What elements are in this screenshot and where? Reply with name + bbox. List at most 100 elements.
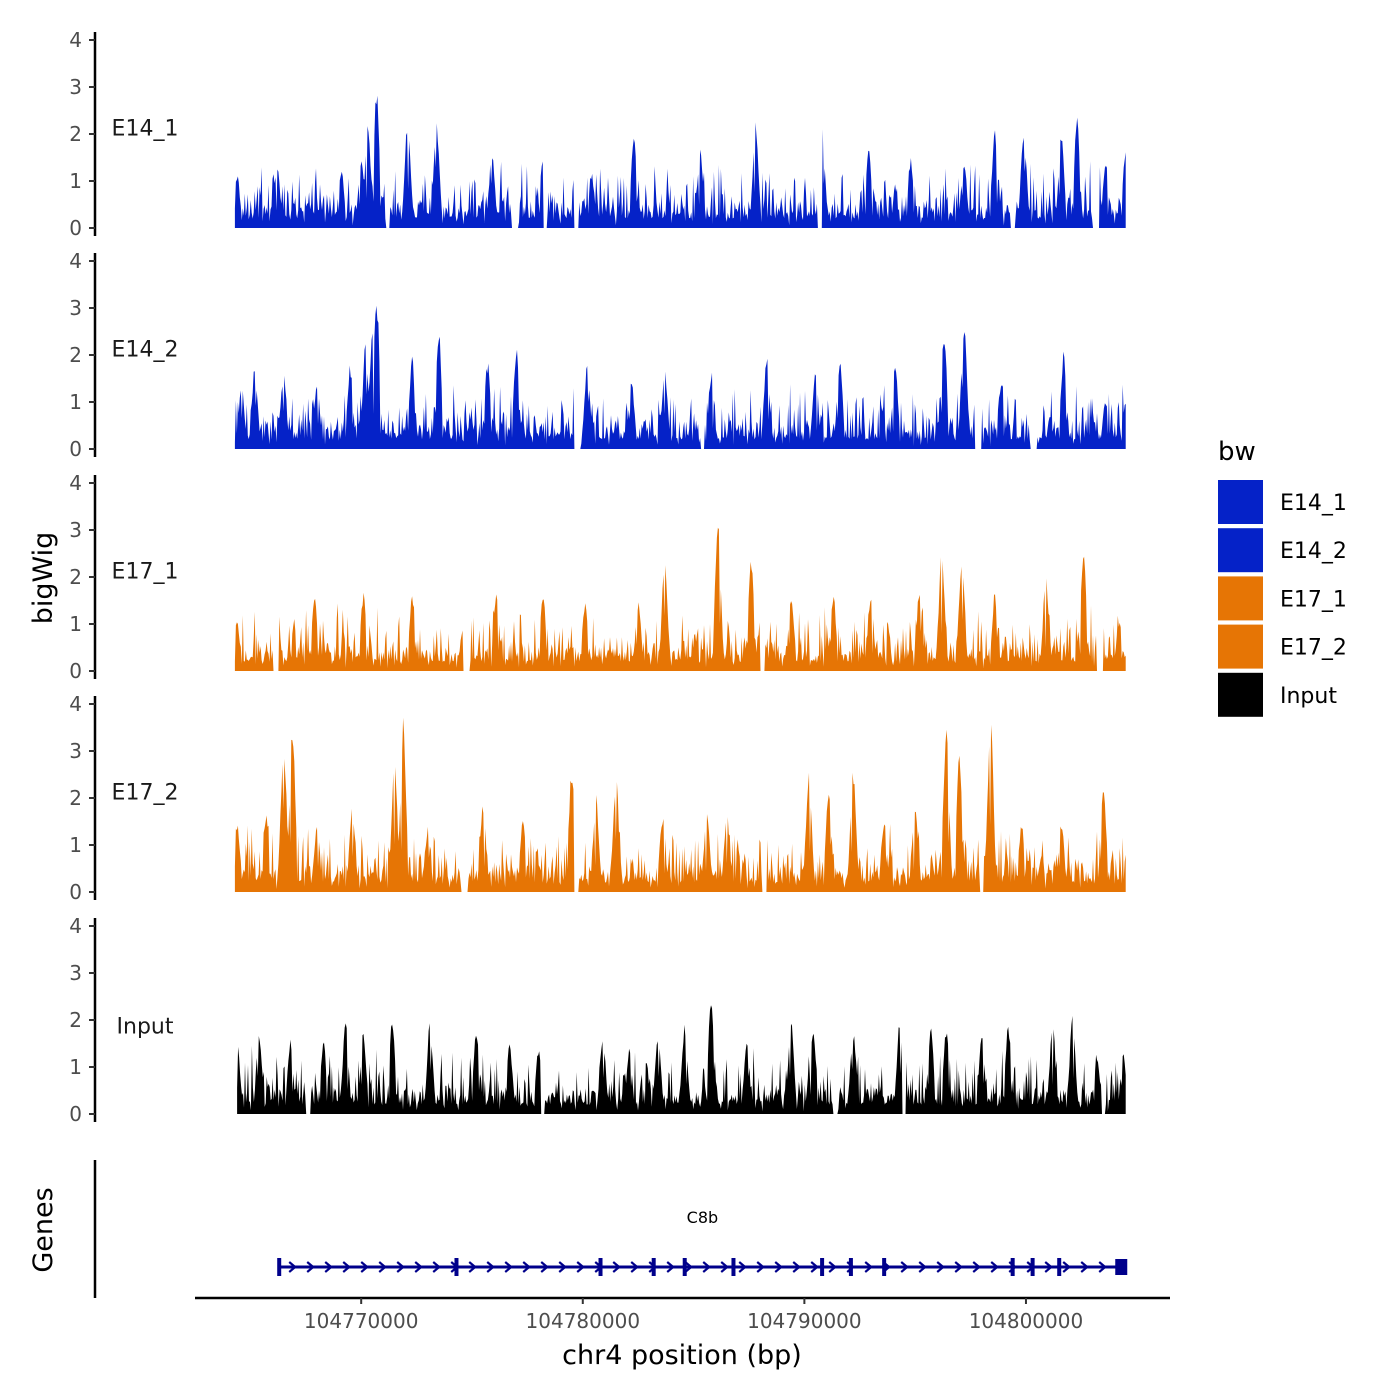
y-tick-label: 1 [69,390,82,414]
x-tick-label: 104770000 [304,1309,419,1333]
y-tick-label: 4 [69,914,82,938]
track-label-E14_1: E14_1 [112,117,179,142]
y-tick-label: 4 [69,692,82,716]
strand-arrow [342,1261,351,1273]
exon [651,1258,656,1276]
legend-swatch-Input [1218,672,1263,717]
y-tick-label: 3 [69,296,82,320]
y-tick-label: 0 [69,880,82,904]
y-tick-label: 0 [69,659,82,683]
x-tick-label: 104780000 [526,1309,641,1333]
exon [848,1258,853,1276]
strand-arrow [810,1261,819,1273]
track-E14_2: 0 1 2 3 4 E14_2 [69,249,1126,461]
y-tick-label: 1 [69,833,82,857]
strand-arrow [540,1261,549,1273]
strand-arrow [468,1261,477,1273]
y-tick-label: 2 [69,1008,82,1032]
strand-arrow [630,1261,639,1273]
legend-label-E17_1: E17_1 [1280,587,1347,612]
y-tick-label: 2 [69,786,82,810]
y-tick-label: 3 [69,75,82,99]
x-axis: 104770000 104780000 104790000 104800000 [195,1296,1170,1333]
strand-arrow [1080,1261,1089,1273]
strand-arrow [612,1261,621,1273]
strand-arrow [1098,1261,1107,1273]
signal-area-E17_1 [234,527,1126,671]
track-E14_1: 0 1 2 3 4 E14_1 [69,28,1126,240]
exon [277,1258,282,1276]
exon [882,1258,887,1276]
strand-arrow [702,1261,711,1273]
signal-area-Input [237,1005,1126,1114]
y-tick-label: 2 [69,343,82,367]
strand-arrow [900,1261,909,1273]
strand-arrow [360,1261,369,1273]
strand-arrow [306,1261,315,1273]
strand-arrow [774,1261,783,1273]
track-E17_1: 0 1 2 3 4 E17_1 [69,471,1126,683]
track-label-E14_2: E14_2 [112,338,179,363]
x-tick-label: 104790000 [747,1309,862,1333]
y-tick-label: 4 [69,249,82,273]
strand-arrow [576,1261,585,1273]
legend: bw E14_1 E14_2 E17_1 E17_2 Input [1218,437,1347,717]
exon [598,1258,603,1276]
strand-arrow [414,1261,423,1273]
y-tick-label: 1 [69,612,82,636]
track-E17_2: 0 1 2 3 4 E17_2 [69,692,1126,904]
legend-label-Input: Input [1280,684,1337,709]
y-tick-label: 1 [69,1055,82,1079]
strand-arrow [486,1261,495,1273]
track-Input: 0 1 2 3 4 Input [69,914,1126,1126]
exon [1057,1258,1062,1276]
y-tick-label: 4 [69,28,82,52]
strand-arrow [756,1261,765,1273]
legend-swatch-E17_2 [1218,624,1263,669]
legend-label-E14_1: E14_1 [1280,491,1347,516]
strand-arrow [432,1261,441,1273]
legend-label-E14_2: E14_2 [1280,539,1347,564]
y-tick-label: 3 [69,961,82,985]
genes-axis-title: Genes [28,1187,59,1272]
strand-arrow [936,1261,945,1273]
y-tick-label: 4 [69,471,82,495]
strand-arrow [738,1261,747,1273]
exon [1030,1258,1035,1276]
exon [820,1258,825,1276]
legend-title: bw [1218,437,1256,467]
legend-swatch-E14_1 [1218,480,1263,524]
y-tick-label: 0 [69,1102,82,1126]
strand-arrow [504,1261,513,1273]
strand-arrow [396,1261,405,1273]
strand-arrow [522,1261,531,1273]
strand-arrow [1044,1261,1053,1273]
legend-swatch-E17_1 [1218,576,1263,621]
track-label-Input: Input [117,1015,174,1040]
signal-area-E14_2 [234,305,1126,449]
strand-arrow [666,1261,675,1273]
gene-C8b: C8b [277,1208,1128,1276]
strand-arrow [918,1261,927,1273]
y-tick-label: 0 [69,437,82,461]
strand-arrow [378,1261,387,1273]
gene-panel: C8b [93,1160,1128,1298]
strand-arrow [828,1261,837,1273]
x-axis-title: chr4 position (bp) [562,1340,802,1371]
legend-swatch-E14_2 [1218,528,1263,573]
strand-arrow [792,1261,801,1273]
signal-area-E14_1 [234,95,1126,228]
strand-arrow [324,1261,333,1273]
y-tick-label: 2 [69,122,82,146]
track-label-E17_2: E17_2 [112,781,179,806]
signal-area-E17_2 [234,717,1126,892]
legend-label-E17_2: E17_2 [1280,636,1347,661]
y-tick-label: 3 [69,518,82,542]
strand-arrow [954,1261,963,1273]
strand-arrow [558,1261,567,1273]
track-label-E17_1: E17_1 [112,560,179,585]
x-tick-label: 104800000 [969,1309,1084,1333]
strand-arrow [1062,1261,1071,1273]
exon [731,1258,736,1276]
